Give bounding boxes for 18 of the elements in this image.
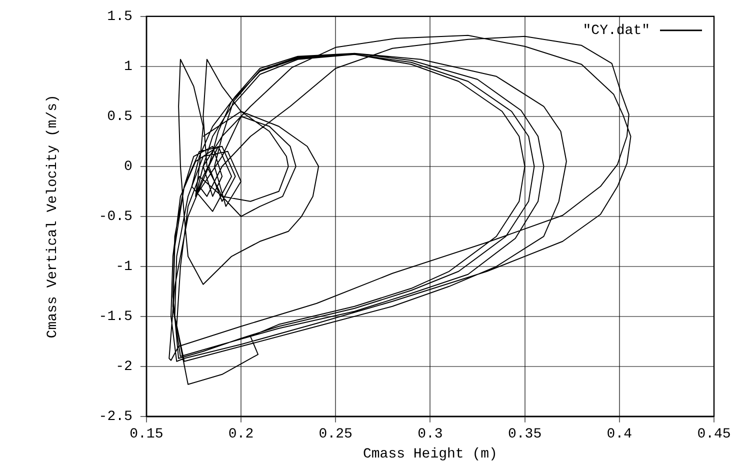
x-tick-label: 0.3 bbox=[418, 426, 443, 443]
y-tick-label: 1 bbox=[124, 59, 132, 76]
y-tick-label: -2.5 bbox=[98, 409, 132, 426]
y-tick-label: 0.5 bbox=[107, 109, 132, 126]
y-tick-label: 1.5 bbox=[107, 9, 132, 26]
y-tick-label: 0 bbox=[124, 159, 132, 176]
x-tick-label: 0.4 bbox=[606, 426, 632, 443]
y-tick-label: -1 bbox=[116, 259, 132, 276]
x-tick-label: 0.35 bbox=[508, 426, 542, 443]
x-tick-label: 0.25 bbox=[318, 426, 352, 443]
y-tick-label: -1.5 bbox=[98, 309, 132, 326]
x-tick-label: 0.15 bbox=[130, 426, 164, 443]
y-axis-title: Cmass Vertical Velocity (m/s) bbox=[45, 94, 62, 338]
x-tick-label: 0.45 bbox=[697, 426, 731, 443]
y-tick-label: -2 bbox=[116, 359, 132, 376]
y-tick-label: -0.5 bbox=[98, 209, 132, 226]
x-tick-label: 0.2 bbox=[228, 426, 254, 443]
x-axis-title: Cmass Height (m) bbox=[362, 446, 498, 462]
